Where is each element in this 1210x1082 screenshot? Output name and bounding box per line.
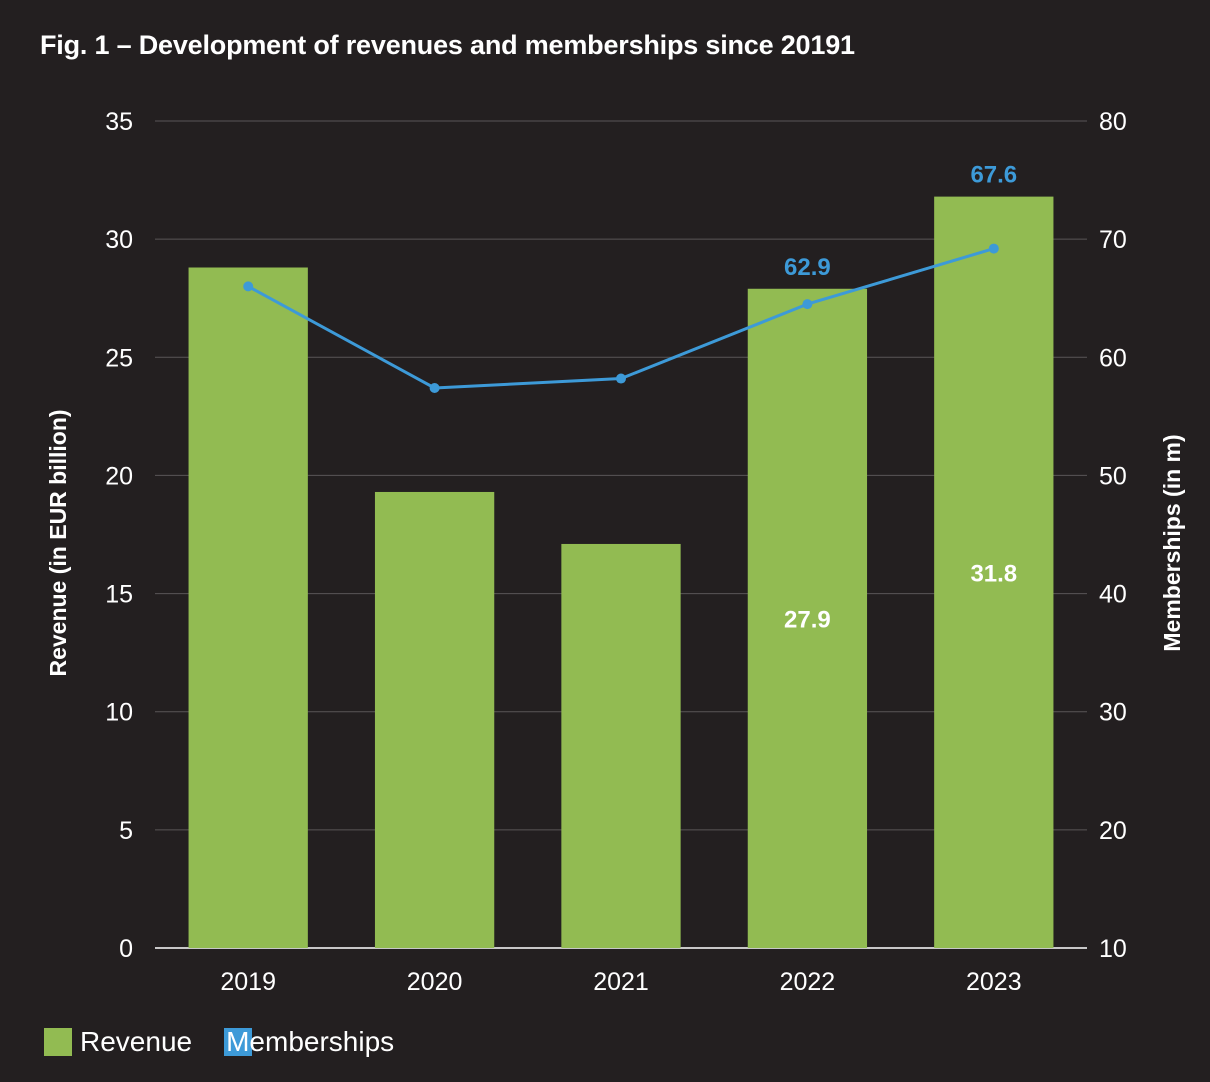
- memberships-point: [616, 373, 626, 384]
- memberships-data-label: 62.9: [784, 254, 831, 281]
- legend-item-revenue: Revenue: [44, 1026, 192, 1058]
- memberships-data-label: 67.6: [970, 162, 1017, 189]
- memberships-point: [988, 243, 999, 254]
- x-tick-label: 2020: [407, 968, 463, 996]
- left-tick-label: 0: [119, 935, 133, 963]
- revenue-data-label: 31.8: [970, 560, 1017, 587]
- left-tick-label: 15: [105, 581, 133, 609]
- left-tick-label: 10: [105, 699, 133, 727]
- x-tick-label: 2019: [220, 968, 276, 996]
- chart-title: Fig. 1 – Development of revenues and mem…: [40, 30, 855, 60]
- legend: Revenue Memberships: [44, 1026, 426, 1058]
- legend-label-memberships: Memberships: [226, 1026, 395, 1057]
- memberships-polyline: [247, 247, 995, 390]
- right-tick-label: 60: [1099, 344, 1127, 372]
- right-tick-label: 30: [1099, 699, 1127, 727]
- right-axis-ticks: 10 20 30 40 50 60 70 80: [1099, 108, 1127, 963]
- x-tick-label: 2023: [966, 968, 1022, 996]
- right-tick-label: 10: [1099, 935, 1127, 963]
- right-tick-label: 70: [1099, 226, 1127, 254]
- left-tick-label: 30: [105, 226, 133, 254]
- left-tick-label: 20: [105, 462, 133, 490]
- revenue-bar: [188, 267, 308, 948]
- revenue-bar: [374, 491, 495, 948]
- revenue-data-label: 27.9: [784, 606, 831, 633]
- revenue-bar: [561, 543, 681, 948]
- right-tick-label: 40: [1099, 581, 1127, 609]
- memberships-line: [243, 243, 999, 394]
- right-axis-title: Memberships (in m): [1159, 434, 1185, 651]
- revenue-bars: [188, 196, 1054, 949]
- memberships-point: [429, 383, 440, 394]
- left-axis-title: Revenue (in EUR billion): [45, 409, 71, 676]
- left-axis-ticks: 0 5 10 15 20 25 30 35: [105, 108, 133, 963]
- memberships-swatch: [224, 1028, 253, 1056]
- x-axis-ticks: 2019 2020 2021 2022 2023: [220, 968, 1021, 996]
- data-labels: 27.9 31.8 62.9 67.6: [784, 162, 1017, 634]
- memberships-point: [802, 299, 813, 310]
- memberships-point: [243, 281, 254, 292]
- revenue-bar: [934, 196, 1054, 948]
- legend-label-revenue: Revenue: [80, 1026, 193, 1057]
- right-tick-label: 50: [1099, 462, 1127, 490]
- revenue-bar: [747, 288, 868, 949]
- right-tick-label: 80: [1099, 108, 1127, 136]
- revenue-swatch: [44, 1028, 72, 1056]
- left-tick-label: 25: [105, 344, 133, 372]
- x-tick-label: 2022: [780, 968, 836, 996]
- right-tick-label: 20: [1099, 817, 1127, 845]
- combo-chart: 27.9 31.8 62.9 67.6 0 5 10 15 20 25 30 35 10 20 30 40…: [45, 108, 1185, 996]
- x-tick-label: 2021: [593, 968, 649, 996]
- legend-item-memberships: Memberships: [224, 1026, 394, 1058]
- left-tick-label: 5: [119, 817, 133, 845]
- left-tick-label: 35: [105, 108, 133, 136]
